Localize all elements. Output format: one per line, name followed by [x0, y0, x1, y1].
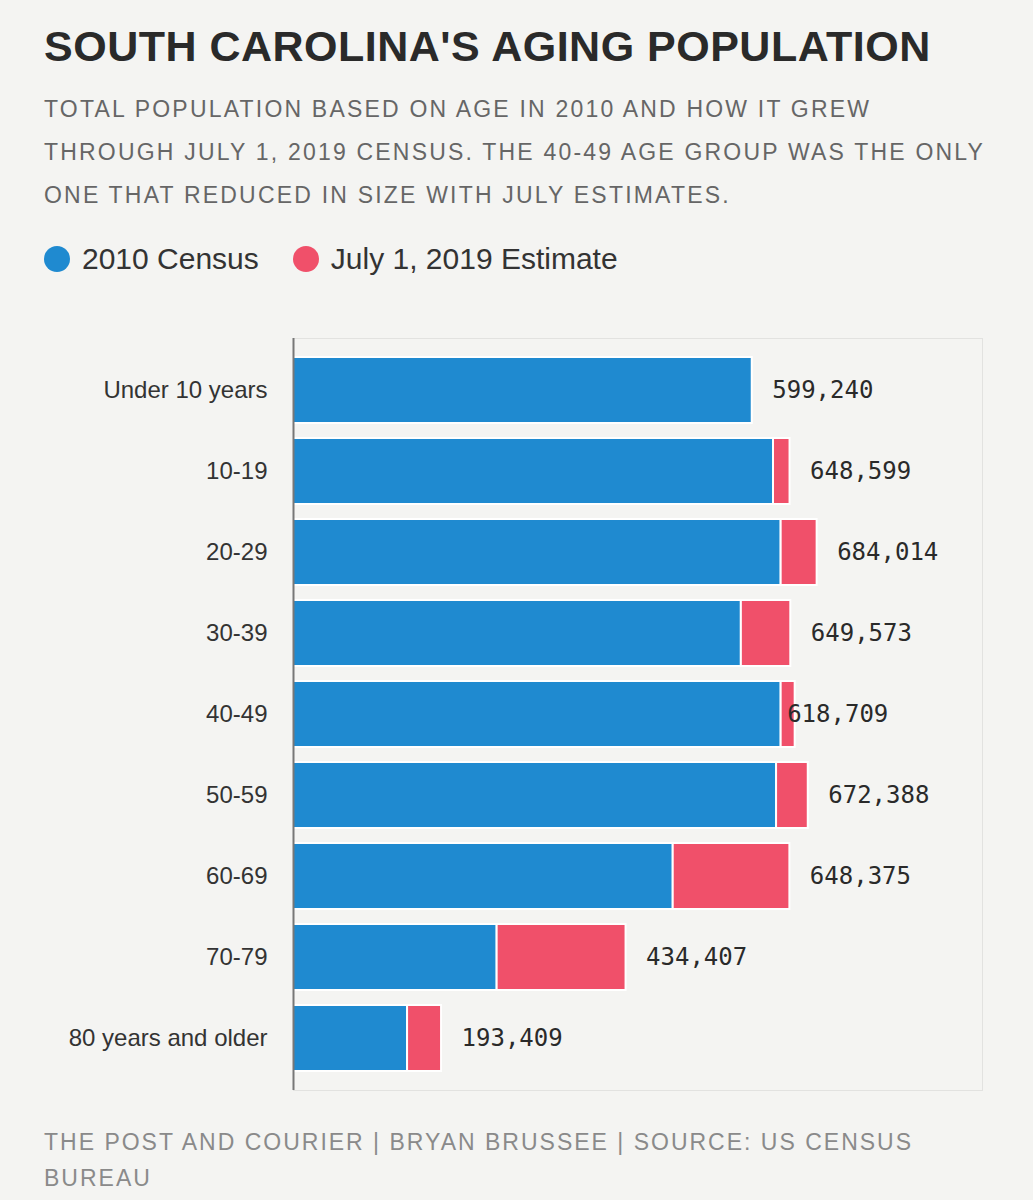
svg-text:599,240: 599,240 — [772, 376, 873, 404]
svg-text:648,375: 648,375 — [810, 862, 911, 890]
html-text:THE POST AND COURIER | BRYAN B: THE POST AND COURIER | BRYAN BRUSSEE | S… — [44, 1129, 913, 1191]
svg-text:50-59: 50-59 — [206, 781, 267, 808]
svg-text:434,407: 434,407 — [646, 943, 747, 971]
svg-text:193,409: 193,409 — [462, 1024, 563, 1052]
html-text:SOUTH CAROLINA'S AGING POPULAT: SOUTH CAROLINA'S AGING POPULATION — [44, 22, 931, 70]
svg-text:684,014: 684,014 — [837, 538, 938, 566]
html-text:TOTAL POPULATION BASED ON AGE: TOTAL POPULATION BASED ON AGE IN 2010 AN… — [44, 96, 985, 208]
svg-text:80 years and older: 80 years and older — [69, 1024, 268, 1051]
svg-text:10-19: 10-19 — [206, 457, 267, 484]
svg-text:20-29: 20-29 — [206, 538, 267, 565]
svg-text:30-39: 30-39 — [206, 619, 267, 646]
html-text:July 1, 2019 Estimate: July 1, 2019 Estimate — [330, 242, 618, 275]
svg-text:70-79: 70-79 — [206, 943, 267, 970]
html-text:2010 Census: 2010 Census — [82, 242, 259, 275]
svg-text:649,573: 649,573 — [811, 619, 912, 647]
svg-text:648,599: 648,599 — [810, 457, 911, 485]
svg-text:618,709: 618,709 — [787, 700, 888, 728]
svg-text:672,388: 672,388 — [828, 781, 929, 809]
svg-text:60-69: 60-69 — [206, 862, 267, 889]
svg-text:Under 10 years: Under 10 years — [103, 376, 267, 403]
svg-text:40-49: 40-49 — [206, 700, 267, 727]
